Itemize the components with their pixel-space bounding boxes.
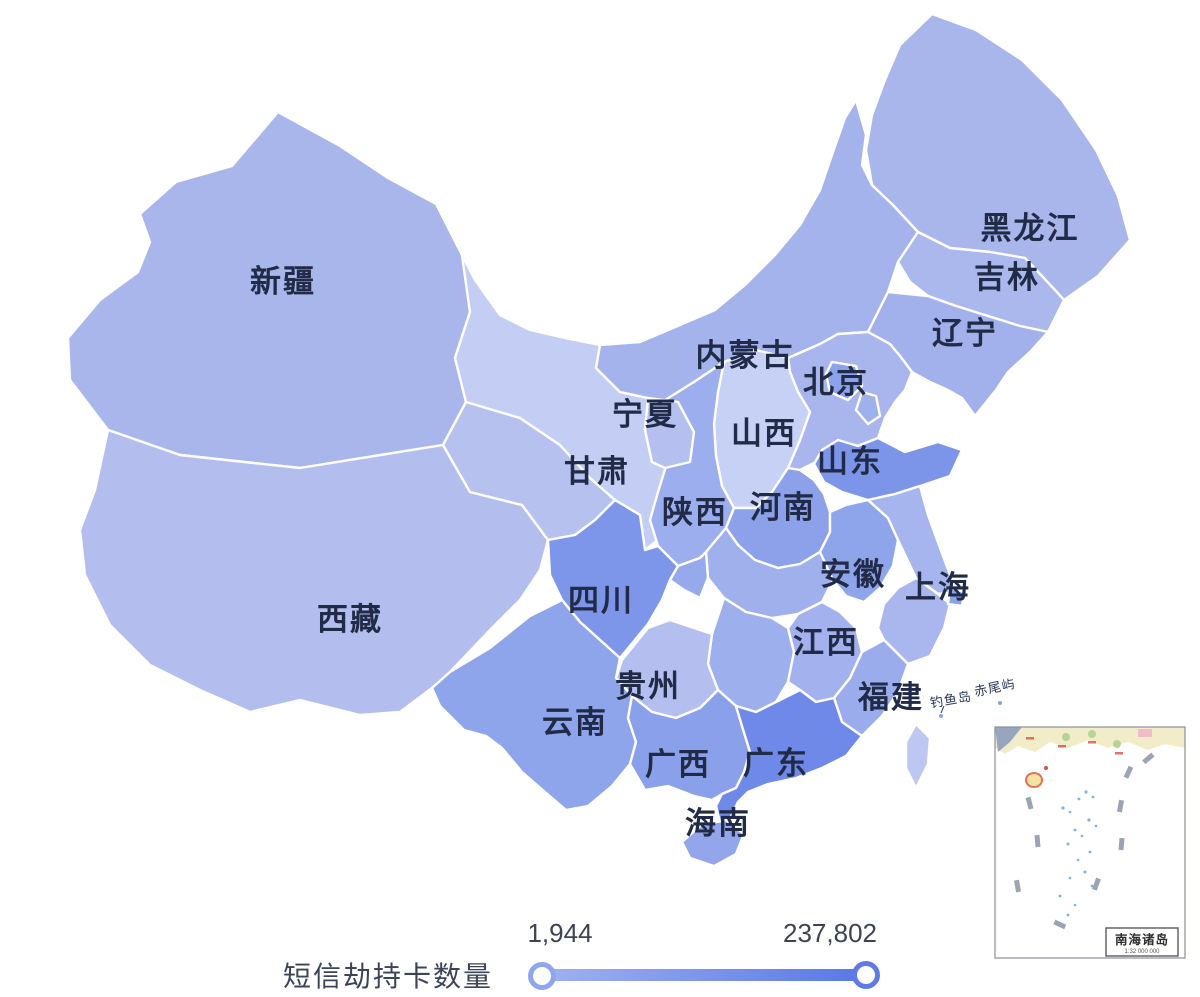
inset-green-patch [1088, 730, 1096, 738]
province-chongqing[interactable] [668, 550, 710, 600]
label-shaanxi: 陕西 [662, 495, 728, 530]
label-jilin: 吉林 [974, 260, 1040, 295]
islet-dot [1087, 818, 1091, 822]
label-chiwei-island: 赤尾屿 [973, 676, 1017, 699]
islet-dot [1066, 913, 1070, 917]
legend-slider-handle-max[interactable] [852, 961, 880, 989]
nine-dash-segment [1092, 877, 1101, 891]
province-beijing[interactable] [824, 360, 864, 402]
inset-vietnam-wedge [995, 727, 1022, 752]
inset-frame [994, 726, 1186, 959]
province-fujian[interactable] [832, 638, 910, 738]
inset-red-text-smudge [1088, 741, 1096, 744]
label-ningxia: 宁夏 [612, 397, 678, 432]
label-xinjiang: 新疆 [250, 264, 316, 299]
label-gansu: 甘肃 [564, 454, 630, 489]
province-guangdong[interactable] [714, 688, 864, 824]
province-ningxia[interactable] [643, 396, 696, 470]
province-tianjin[interactable] [854, 390, 882, 426]
inset-mainland-strip [995, 727, 1185, 754]
label-hainan: 海南 [685, 806, 751, 841]
islet-dot [1076, 858, 1080, 862]
islet-dot [1068, 810, 1072, 814]
islet-dot [1068, 876, 1072, 880]
label-neimenggu: 内蒙古 [696, 338, 795, 373]
inset-pink-patch [1138, 729, 1152, 737]
islet-dot [1083, 870, 1087, 874]
nine-dash-segment [1025, 796, 1034, 810]
islet-dot [1066, 842, 1070, 846]
diaoyu-pointer-line [940, 705, 945, 714]
label-shanghai: 上海 [905, 570, 971, 605]
inset-background [995, 727, 1185, 958]
chiwei-island-dot [998, 701, 1002, 705]
inset-red-text-smudge [1115, 752, 1123, 755]
legend-min-value: 1,944 [527, 918, 593, 948]
legend-slider-track[interactable] [545, 969, 866, 981]
label-guangdong: 广东 [743, 746, 809, 781]
nine-dash-segment [1034, 834, 1041, 848]
inset-title: 南海诸岛 [1115, 932, 1169, 947]
label-anhui: 安徽 [820, 557, 886, 592]
label-fujian: 福建 [857, 680, 924, 715]
islet-dot [1058, 894, 1062, 898]
province-hainan[interactable] [680, 818, 746, 868]
nine-dash-segment [1123, 765, 1134, 779]
province-jiangsu[interactable] [866, 484, 958, 596]
inset-green-patch [1113, 740, 1121, 748]
islet-dot [1084, 790, 1088, 794]
islet-dot [1061, 806, 1065, 810]
province-shanghai[interactable] [946, 586, 966, 608]
label-diaoyu-island: 钓鱼岛 [929, 688, 973, 710]
legend-title: 短信劫持卡数量 [283, 961, 494, 992]
label-liaoning: 辽宁 [932, 316, 998, 351]
islet-dot [1094, 824, 1098, 828]
label-henan: 河南 [750, 490, 816, 525]
label-guangxi: 广西 [645, 747, 711, 782]
label-shanxi: 山西 [731, 416, 797, 451]
label-shandong: 山东 [817, 444, 883, 479]
label-jiangxi: 江西 [793, 625, 859, 660]
nine-dash-segment [1014, 879, 1022, 893]
label-yunnan: 云南 [542, 705, 608, 740]
islet-dot [1088, 850, 1092, 854]
islet-dot [1077, 797, 1081, 801]
inset-red-mark [1044, 766, 1048, 770]
inset-scale: 1:32 000 000 [1124, 949, 1160, 955]
islet-dot [1073, 828, 1077, 832]
province-taiwan[interactable] [904, 722, 932, 790]
inset-red-text-smudge [1058, 745, 1066, 748]
inset-red-text-smudge [1026, 737, 1034, 740]
nine-dash-segment [1142, 752, 1155, 765]
inset-green-patch [1062, 733, 1070, 741]
label-beijing: 北京 [803, 365, 869, 400]
islet-dot [1091, 795, 1095, 799]
islet-dot [1073, 903, 1077, 907]
label-sichuan: 四川 [568, 583, 634, 618]
diaoyu-island-dot [939, 714, 943, 718]
nine-dash-segment [1053, 919, 1067, 930]
islet-dot [1080, 834, 1084, 838]
nine-dash-segment [1116, 799, 1124, 813]
legend-slider-handle-min[interactable] [528, 962, 556, 990]
label-guizhou: 贵州 [615, 669, 681, 704]
label-xizang: 西藏 [317, 602, 383, 637]
province-shandong[interactable] [812, 436, 964, 502]
south-china-sea-inset: 南海诸岛 1:32 000 000 [994, 726, 1186, 959]
nine-dash-segment [1118, 837, 1125, 851]
label-heilongjiang: 黑龙江 [981, 211, 1080, 246]
islet-dot [1090, 884, 1094, 888]
legend-max-value: 237,802 [783, 918, 877, 948]
inset-title-box [1105, 927, 1179, 957]
inset-hainan-island [1025, 772, 1043, 788]
